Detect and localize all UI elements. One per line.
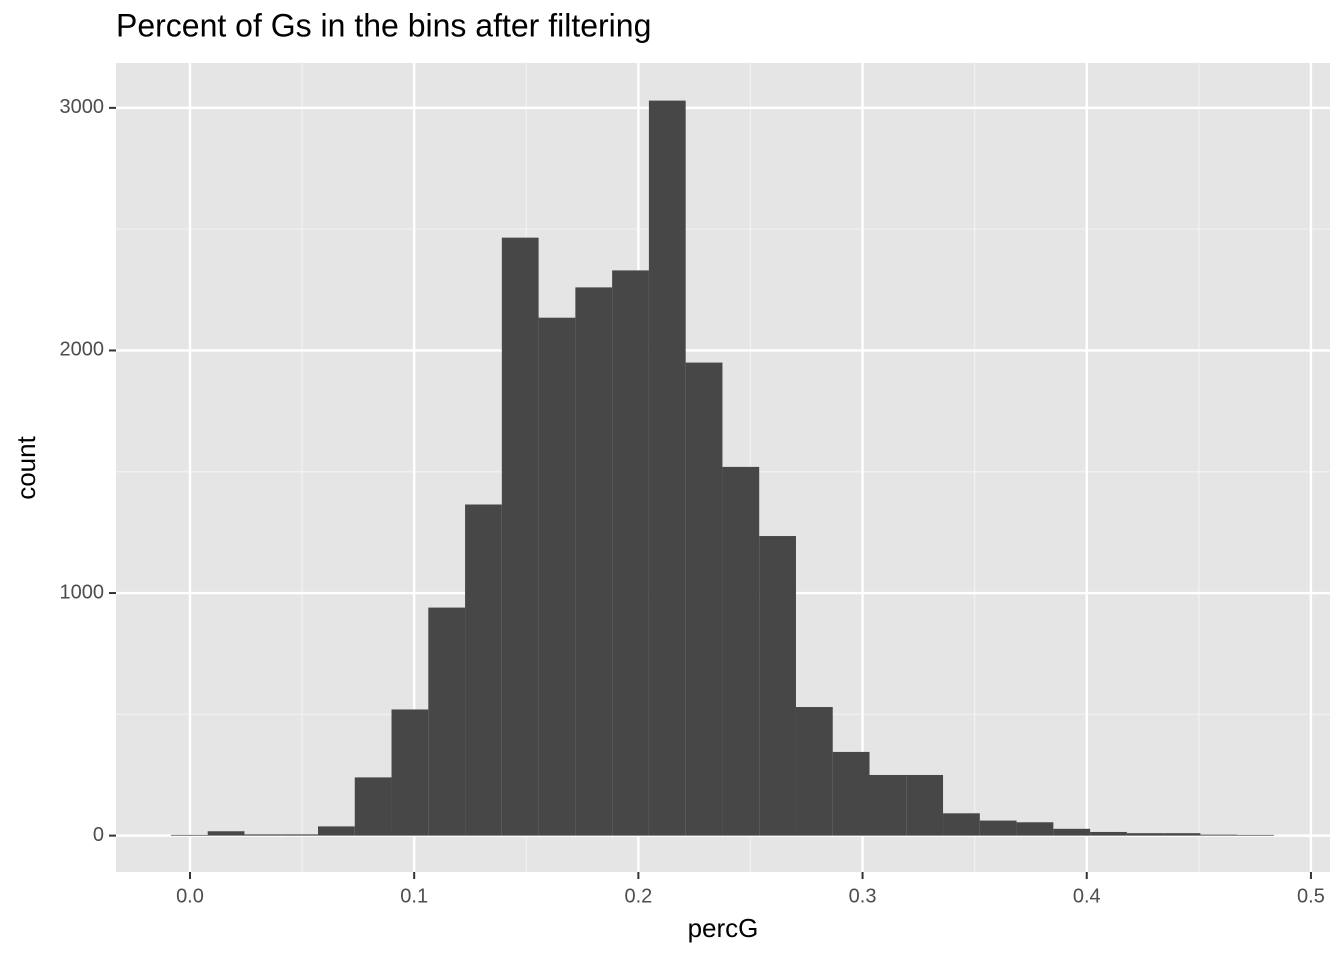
bar xyxy=(759,536,796,836)
chart-title: Percent of Gs in the bins after filterin… xyxy=(116,7,651,43)
y-tick-label: 2000 xyxy=(60,339,105,361)
bar xyxy=(575,287,613,836)
bar xyxy=(832,751,870,836)
bar xyxy=(869,774,907,836)
x-tick-label: 0.4 xyxy=(1073,885,1101,907)
bar xyxy=(391,709,429,836)
bar xyxy=(170,834,208,836)
x-tick-label: 0.1 xyxy=(400,885,428,907)
bar xyxy=(207,831,245,836)
bar xyxy=(1053,828,1091,836)
y-axis-title: count xyxy=(11,435,41,499)
bar xyxy=(465,504,502,836)
bar xyxy=(648,100,686,836)
bar xyxy=(538,317,576,836)
bar xyxy=(354,777,392,836)
x-tick-label: 0.2 xyxy=(624,885,652,907)
bar xyxy=(428,607,466,836)
bar xyxy=(244,834,282,836)
bar xyxy=(943,813,980,836)
bar xyxy=(1016,822,1054,836)
bar xyxy=(317,826,355,836)
bar xyxy=(906,774,944,836)
bar xyxy=(281,834,318,836)
bar xyxy=(979,820,1017,836)
bar xyxy=(722,466,760,836)
bar xyxy=(1200,834,1238,836)
axes: 0.0 0.1 0.2 0.3 0.4 0.5 0 1000 2000 3000 xyxy=(60,96,1325,907)
bar xyxy=(795,707,833,836)
y-tick-label: 3000 xyxy=(60,96,105,118)
y-tick-label: 0 xyxy=(93,824,104,846)
x-tick-label: 0.3 xyxy=(849,885,877,907)
x-axis-title: percG xyxy=(688,913,759,943)
bars xyxy=(170,100,1274,836)
y-tick-label: 1000 xyxy=(60,581,105,603)
bar xyxy=(685,362,723,836)
bar xyxy=(1090,831,1127,836)
bar xyxy=(1237,834,1274,836)
x-tick-label: 0.0 xyxy=(176,885,204,907)
bar xyxy=(1163,833,1201,836)
bar xyxy=(1126,833,1164,836)
bar xyxy=(501,237,539,836)
bar xyxy=(612,270,649,836)
x-tick-label: 0.5 xyxy=(1297,885,1325,907)
